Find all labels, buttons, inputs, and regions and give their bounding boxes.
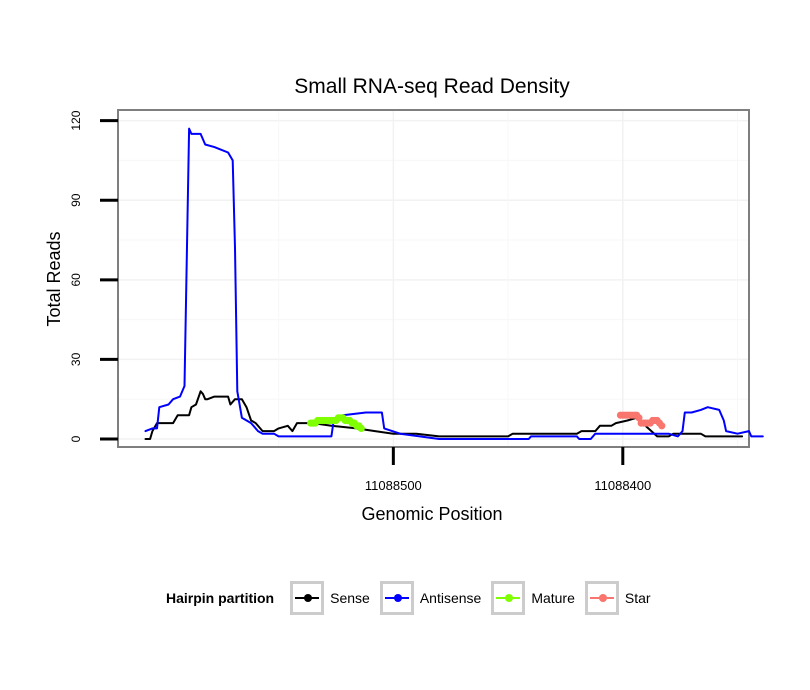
data-point-star: [658, 422, 666, 430]
x-tick-label: 11088400: [594, 478, 651, 493]
x-tick-label: 11088500: [365, 478, 422, 493]
legend-label-mature: Mature: [531, 590, 575, 606]
legend-item-sense: Sense: [290, 581, 370, 615]
legend-item-star: Star: [584, 581, 651, 615]
grid-lines: [119, 111, 748, 446]
y-tick-label: 90: [69, 193, 83, 207]
legend-key-mature: [491, 581, 526, 615]
legend-label-star: Star: [624, 590, 651, 606]
legend-key-sense: [290, 581, 325, 615]
y-tick-label: 30: [69, 352, 83, 366]
legend-key-antisense: [379, 581, 414, 615]
chart-title: Small RNA-seq Read Density: [294, 75, 570, 98]
legend-item-antisense: Antisense: [379, 581, 482, 615]
y-tick-label: 60: [69, 273, 83, 287]
y-tick-label: 0: [69, 435, 83, 442]
legend-label-sense: Sense: [330, 590, 370, 606]
x-axis-label: Genomic Position: [361, 504, 502, 524]
y-axis-label: Total Reads: [44, 231, 64, 326]
series-line-antisense: [144, 127, 764, 440]
legend-label-antisense: Antisense: [419, 590, 482, 606]
plot-panel: [117, 109, 750, 448]
data-point-mature: [357, 424, 365, 432]
y-tick-label: 120: [69, 110, 83, 130]
series-group: [144, 127, 764, 440]
legend: Hairpin partition Sense Antisense Mature…: [166, 578, 661, 618]
legend-key-star: [584, 581, 619, 615]
series-line-sense: [144, 390, 744, 440]
x-axis: 11088500 11088400: [365, 447, 651, 493]
y-axis: 0 30 60 90 120: [69, 110, 118, 442]
legend-title: Hairpin partition: [166, 590, 275, 606]
legend-item-mature: Mature: [491, 581, 575, 615]
